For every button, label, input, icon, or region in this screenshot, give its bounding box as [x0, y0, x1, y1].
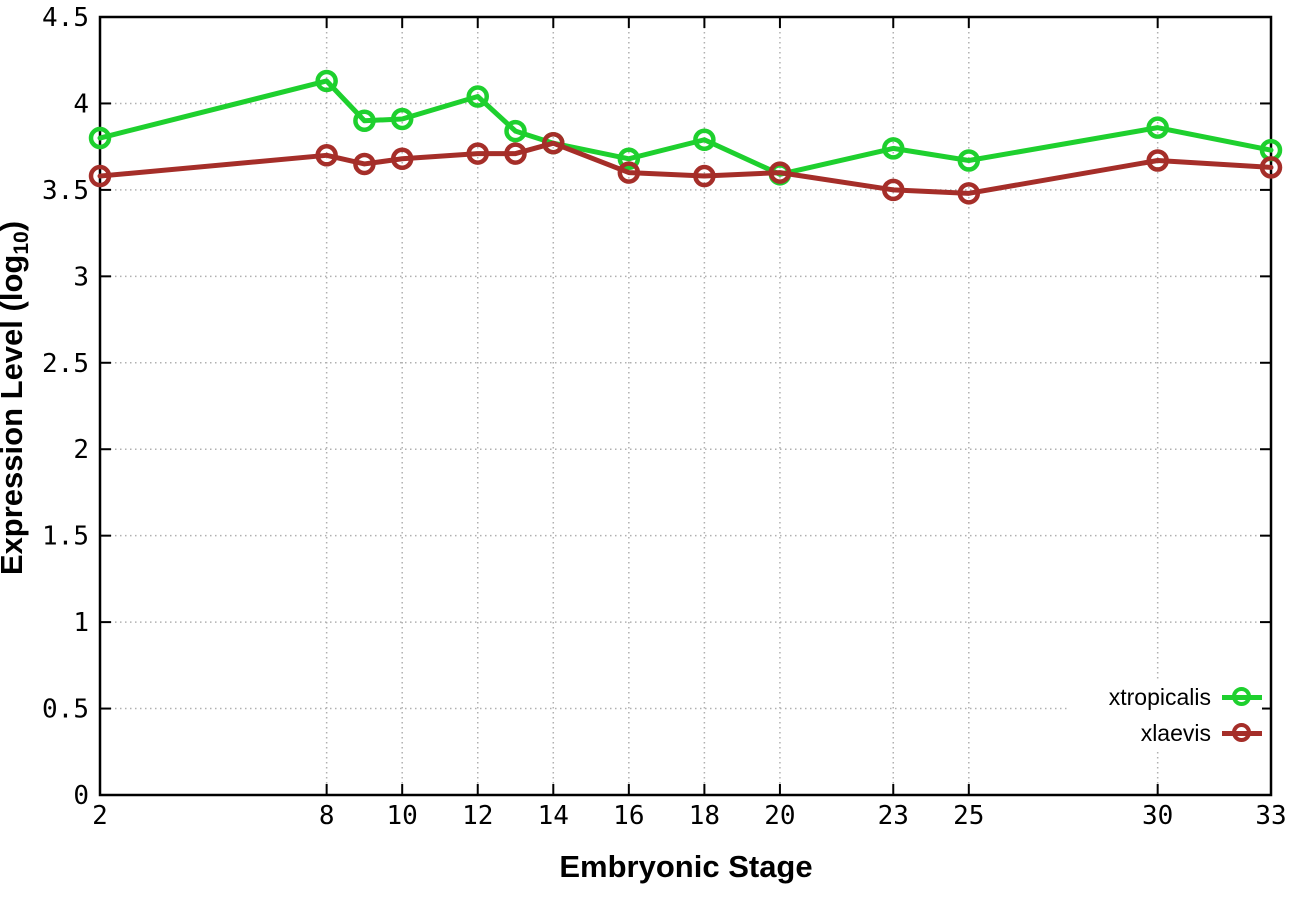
- legend-label-xlaevis: xlaevis: [1140, 719, 1211, 746]
- data-point-xlaevis: [504, 142, 527, 165]
- y-tick-label: 2.5: [42, 349, 89, 379]
- legend-row-xtropicalis: xtropicalis: [1070, 681, 1262, 713]
- y-tick-label: 3.5: [42, 176, 89, 206]
- x-tick-label: 16: [613, 801, 644, 831]
- data-point-xtropicalis: [353, 109, 376, 132]
- data-point-xtropicalis: [88, 126, 112, 150]
- data-point-xlaevis: [542, 131, 565, 155]
- x-tick-label: 23: [878, 801, 909, 831]
- data-point-xtropicalis: [617, 147, 641, 171]
- x-tick-label: 8: [319, 801, 335, 831]
- series-line-xtropicalis: [97, 78, 1274, 177]
- x-tick-label: 12: [462, 801, 493, 831]
- data-point-xtropicalis: [315, 69, 338, 93]
- y-axis-title: Expression Level (log10): [0, 221, 34, 575]
- data-point-xlaevis: [882, 178, 905, 202]
- data-point-xtropicalis: [390, 107, 414, 131]
- y-tick-label: 1: [73, 608, 89, 638]
- y-tick-label: 0.5: [42, 695, 89, 725]
- data-point-xtropicalis: [1146, 116, 1169, 139]
- x-tick-label: 18: [689, 801, 720, 831]
- data-point-xlaevis: [617, 161, 641, 184]
- legend-label-xtropicalis: xtropicalis: [1108, 683, 1211, 710]
- y-tick-label: 4: [73, 89, 89, 119]
- x-tick-label: 14: [538, 801, 569, 831]
- x-tick-label: 2: [92, 801, 108, 831]
- data-point-xtropicalis: [693, 128, 716, 152]
- legend-marker-xtropicalis: [1222, 687, 1262, 708]
- data-point-xlaevis: [466, 142, 489, 165]
- data-point-xlaevis: [693, 164, 716, 188]
- data-point-xtropicalis: [466, 85, 489, 108]
- data-point-xlaevis: [390, 147, 414, 171]
- x-axis-title: Embryonic Stage: [559, 849, 813, 884]
- x-tick-label: 30: [1142, 801, 1173, 831]
- series-line-xlaevis: [97, 140, 1274, 196]
- circle-marker-icon: [1232, 687, 1251, 706]
- data-point-xlaevis: [768, 161, 792, 184]
- plot-border: [98, 15, 1273, 797]
- y-tick-label: 4.5: [42, 3, 89, 33]
- y-tick-label: 3: [73, 262, 89, 292]
- y-tick-label: 1.5: [42, 522, 89, 552]
- data-point-xlaevis: [1146, 149, 1169, 172]
- y-axis-title-end: ): [0, 221, 29, 231]
- data-point-xlaevis: [88, 164, 112, 188]
- legend: xtropicalis xlaevis: [1070, 681, 1262, 749]
- y-tick-label: 2: [73, 435, 89, 465]
- data-point-xlaevis: [353, 152, 376, 176]
- x-tick-label: 25: [953, 801, 984, 831]
- x-tick-label: 20: [764, 801, 795, 831]
- circle-marker-icon: [1232, 723, 1251, 742]
- data-point-xlaevis: [1259, 156, 1283, 179]
- data-point-xtropicalis: [957, 149, 981, 172]
- y-axis-title-subscript: 10: [9, 231, 33, 255]
- data-point-xtropicalis: [504, 119, 527, 143]
- y-tick-label: 0: [73, 781, 89, 811]
- y-axis-title-main: Expression Level (log: [0, 254, 30, 576]
- data-point-xlaevis: [957, 182, 981, 205]
- x-tick-label: 10: [387, 801, 418, 831]
- x-tick-label: 33: [1255, 801, 1286, 831]
- legend-marker-xlaevis: [1222, 723, 1262, 744]
- data-point-xtropicalis: [882, 137, 905, 160]
- legend-row-xlaevis: xlaevis: [1070, 717, 1262, 749]
- data-point-xlaevis: [315, 144, 338, 167]
